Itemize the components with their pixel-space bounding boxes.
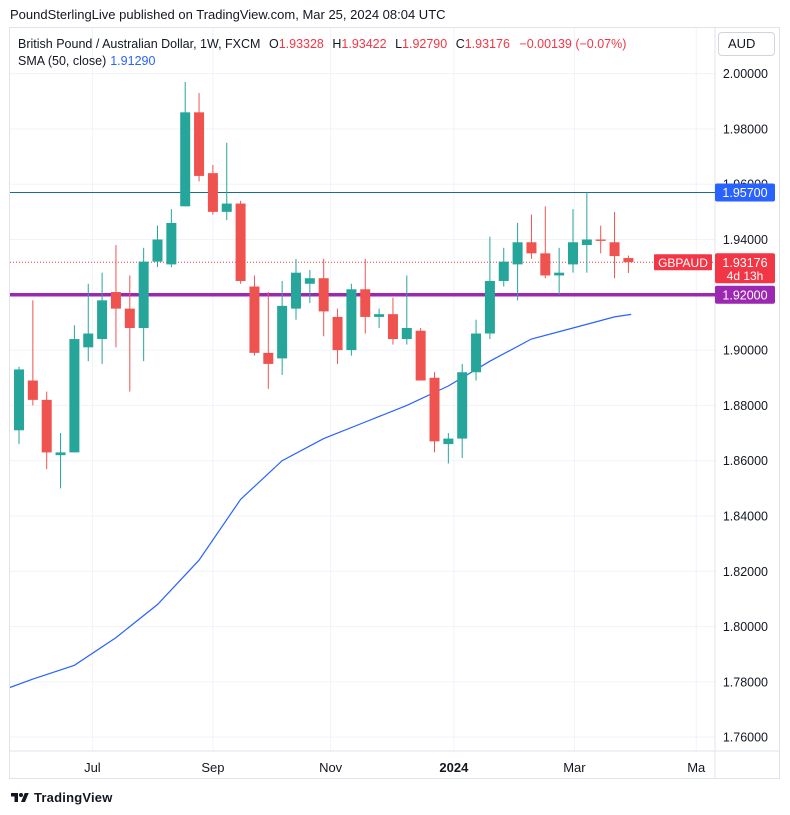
price-chart[interactable]: 2.000001.980001.960001.940001.900001.880… <box>10 28 780 779</box>
candle-body <box>429 377 440 442</box>
candle-body <box>512 242 523 265</box>
candle-body <box>332 316 343 351</box>
ohlc-low-label: L <box>395 37 403 51</box>
sma-legend-row: SMA (50, close) 1.91290 <box>18 53 626 70</box>
y-tick-label: 1.98000 <box>723 122 768 136</box>
ohlc-open-label: O <box>268 37 279 51</box>
tradingview-logo-icon <box>11 792 29 802</box>
candle-body <box>221 203 232 212</box>
ohlc-high-label: H <box>332 37 342 51</box>
y-tick-label: 1.84000 <box>723 509 768 523</box>
y-tick-label: 2.00000 <box>723 67 768 81</box>
symbol-title[interactable]: British Pound / Australian Dollar, 1W, F… <box>18 37 261 51</box>
ohlc-close-value: 1.93176 <box>464 37 510 51</box>
symbol-tag-text: GBPAUD <box>658 256 708 270</box>
publisher-header: PoundSterlingLive published on TradingVi… <box>10 7 446 22</box>
candle-body <box>526 242 537 254</box>
candle-body <box>498 261 509 281</box>
y-tick-label: 1.88000 <box>723 399 768 413</box>
candle-body <box>609 242 620 257</box>
sma-value: 1.91290 <box>110 54 156 68</box>
candle-body <box>55 452 66 456</box>
candle-body <box>581 239 592 246</box>
ohlc-open-value: 1.93328 <box>278 37 324 51</box>
candle-body <box>27 380 38 400</box>
currency-selector[interactable]: AUD <box>718 32 775 56</box>
symbol-tag-bg <box>654 254 712 271</box>
y-tick-label: 1.82000 <box>723 565 768 579</box>
candle-body <box>69 339 80 453</box>
candle-body <box>484 280 495 334</box>
candle-body <box>207 173 218 212</box>
candle-body <box>263 352 274 364</box>
y-tick-label: 1.80000 <box>723 620 768 634</box>
x-tick-label: Nov <box>319 760 343 775</box>
x-tick-label: Sep <box>201 760 224 775</box>
candle-body <box>14 369 24 431</box>
candle-body <box>249 286 260 353</box>
x-tick-label: Ma <box>687 760 706 775</box>
bar-countdown-label: 4d 13h <box>727 269 764 283</box>
y-tick-label: 1.90000 <box>723 344 768 358</box>
candle-body <box>554 272 565 276</box>
sma-line <box>10 313 632 689</box>
y-tick-label: 1.94000 <box>723 233 768 247</box>
support-price-label-bg <box>715 285 775 304</box>
last-price-label: 1.93176 <box>722 256 767 270</box>
candle-body <box>595 239 606 241</box>
candle-body <box>401 327 412 340</box>
candle-body <box>180 112 191 207</box>
x-tick-label: Jul <box>84 760 101 775</box>
candle-body <box>443 438 454 445</box>
candle-body <box>623 258 634 263</box>
price-change: −0.00139 (−0.07%) <box>519 37 627 51</box>
candle-body <box>318 278 329 312</box>
candle-body <box>304 278 315 284</box>
candle-body <box>374 314 385 317</box>
candle-body <box>540 253 551 276</box>
resistance-price-label-bg <box>715 183 775 202</box>
tradingview-brand: TradingView <box>34 790 113 805</box>
candle-body <box>291 272 301 309</box>
candle-body <box>346 289 357 351</box>
tradingview-footer: TradingView <box>10 790 113 805</box>
sma-title[interactable]: SMA (50, close) <box>18 54 107 68</box>
candle-body <box>387 314 398 340</box>
candle-body <box>124 308 135 328</box>
candle-body <box>415 330 426 381</box>
candle-body <box>194 112 205 176</box>
ohlc-close-label: C <box>455 37 465 51</box>
resistance-price-label: 1.95700 <box>722 186 767 200</box>
ohlc-low-value: 1.92790 <box>402 37 448 51</box>
chart-frame <box>9 27 780 779</box>
last-price-label-bg <box>715 253 775 284</box>
candle-body <box>152 239 163 262</box>
chart-legend: British Pound / Australian Dollar, 1W, F… <box>18 36 626 70</box>
y-tick-label: 1.76000 <box>723 731 768 745</box>
candle-body <box>41 399 52 453</box>
candle-body <box>360 289 371 317</box>
ohlc-high-value: 1.93422 <box>341 37 387 51</box>
x-tick-label: 2024 <box>439 760 469 775</box>
y-tick-label: 1.78000 <box>723 675 768 689</box>
candle-body <box>97 300 108 340</box>
symbol-legend-row: British Pound / Australian Dollar, 1W, F… <box>18 36 626 53</box>
y-tick-label: 1.86000 <box>723 454 768 468</box>
candle-body <box>166 222 177 265</box>
candle-body <box>138 261 149 328</box>
candle-body <box>471 333 482 373</box>
candle-body <box>83 333 94 348</box>
support-price-label: 1.92000 <box>722 288 767 302</box>
candle-body <box>110 292 121 309</box>
candle-body <box>568 242 578 265</box>
candle-body <box>235 203 246 281</box>
x-tick-label: Mar <box>563 760 586 775</box>
candle-body <box>277 305 288 359</box>
candle-body <box>457 372 468 439</box>
